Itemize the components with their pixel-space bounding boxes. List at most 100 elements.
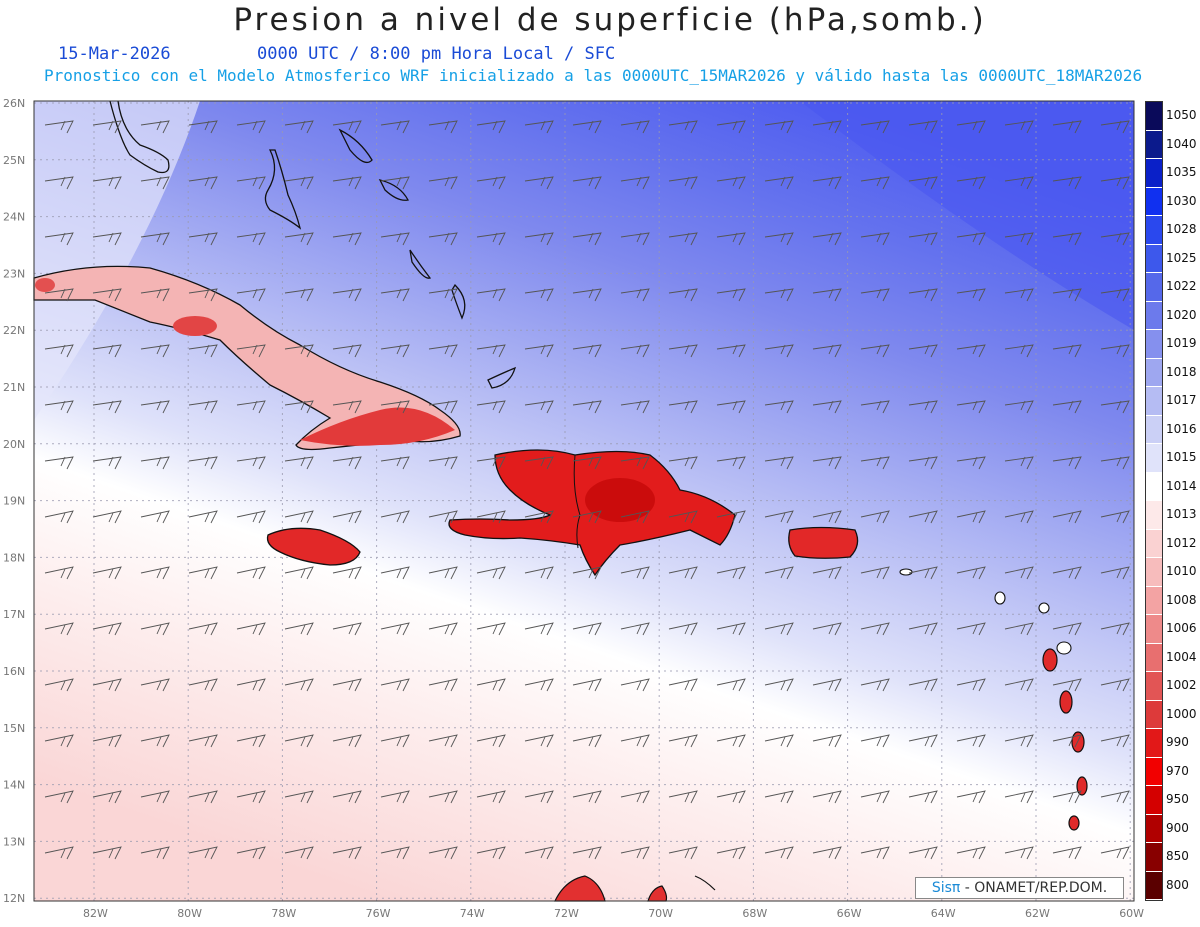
wind-barb <box>716 846 746 860</box>
wind-barb <box>620 176 650 190</box>
lon-label: 68W <box>742 907 767 920</box>
lesser-antilles <box>1042 648 1088 831</box>
wind-barb <box>140 400 170 414</box>
wind-barb <box>140 288 170 302</box>
wind-barb <box>956 734 986 748</box>
wind-barb <box>524 176 554 190</box>
colorbar-cell <box>1146 159 1162 188</box>
wind-barb <box>716 734 746 748</box>
lon-label: 62W <box>1025 907 1050 920</box>
wind-barb <box>572 120 602 134</box>
lat-label: 26N <box>3 97 25 110</box>
colorbar-cell <box>1146 786 1162 815</box>
colorbar-cell <box>1146 130 1162 159</box>
wind-barb <box>476 510 506 524</box>
wind-barb <box>1052 622 1082 636</box>
wind-barb <box>812 456 842 470</box>
wind-barb <box>812 288 842 302</box>
wind-barb <box>476 176 506 190</box>
wind-barb <box>572 456 602 470</box>
colorbar-cell <box>1146 273 1162 302</box>
wind-barb <box>1100 846 1130 860</box>
wind-barb <box>428 846 458 860</box>
wind-barb <box>476 120 506 134</box>
wind-barbs <box>44 120 1130 860</box>
lon-label: 60W <box>1119 907 1144 920</box>
wind-barb <box>332 678 362 692</box>
wind-barb <box>860 120 890 134</box>
wind-barb <box>44 400 74 414</box>
lat-label: 18N <box>3 551 25 564</box>
wind-barb <box>140 566 170 580</box>
wind-barb <box>764 734 794 748</box>
wind-barb <box>908 566 938 580</box>
wind-barb <box>716 510 746 524</box>
colorbar-cell <box>1146 871 1162 900</box>
wind-barb <box>716 678 746 692</box>
colorbar-cell <box>1146 244 1162 273</box>
colorbar-level-label: 1015 <box>1166 450 1197 465</box>
wind-barb <box>716 566 746 580</box>
lat-label: 23N <box>3 267 25 280</box>
wind-barb <box>428 344 458 358</box>
wind-barb <box>860 566 890 580</box>
wind-barb <box>668 456 698 470</box>
wind-barb <box>1004 456 1034 470</box>
lon-label: 76W <box>366 907 391 920</box>
wind-barb <box>476 232 506 246</box>
wind-barb <box>764 566 794 580</box>
wind-barb <box>716 120 746 134</box>
wind-barb <box>812 120 842 134</box>
wind-barb <box>284 510 314 524</box>
puerto-rico-landmass <box>788 526 859 559</box>
colorbar-level-label: 1008 <box>1166 592 1197 607</box>
wind-barb <box>1052 678 1082 692</box>
wind-barb <box>764 232 794 246</box>
lon-label: 64W <box>931 907 956 920</box>
colorbar-cell <box>1146 472 1162 501</box>
wind-barb <box>1052 566 1082 580</box>
wind-barb <box>44 456 74 470</box>
wind-barb <box>332 566 362 580</box>
south-america-coast <box>554 875 716 902</box>
wind-barb <box>860 678 890 692</box>
wind-barb <box>524 400 554 414</box>
wind-barb <box>380 846 410 860</box>
colorbar-level-label: 1019 <box>1166 336 1197 351</box>
wind-barb <box>284 232 314 246</box>
wind-barb <box>332 456 362 470</box>
wind-barb <box>284 344 314 358</box>
colorbar-level-label: 1014 <box>1166 478 1197 493</box>
lat-label: 16N <box>3 665 25 678</box>
wind-barb <box>476 400 506 414</box>
wind-barb <box>860 846 890 860</box>
wind-barb <box>428 678 458 692</box>
wind-barb <box>716 400 746 414</box>
credit-text: - ONAMET/REP.DOM. <box>964 880 1108 896</box>
wind-barb <box>44 734 74 748</box>
map-title: Presion a nivel de superficie (hPa,somb.… <box>233 2 987 38</box>
wind-barb <box>332 120 362 134</box>
wind-barb <box>1052 734 1082 748</box>
wind-barb <box>236 678 266 692</box>
wind-barb <box>188 456 218 470</box>
pressure-map: 26N 25N 24N 23N 22N 21N 20N 19N 18N 17N 16N 15N 14N 1… <box>3 97 1144 920</box>
wind-barb <box>1052 344 1082 358</box>
wind-barb <box>668 400 698 414</box>
wind-barb <box>236 846 266 860</box>
wind-barb <box>332 846 362 860</box>
wind-barb <box>956 510 986 524</box>
wind-barb <box>188 232 218 246</box>
credit-brand: Sisπ <box>931 880 961 896</box>
wind-barb <box>284 678 314 692</box>
wind-barb <box>764 288 794 302</box>
wind-barb <box>956 678 986 692</box>
wind-barb <box>908 120 938 134</box>
wind-barb <box>92 678 122 692</box>
wind-barb <box>332 400 362 414</box>
wind-barb <box>188 288 218 302</box>
colorbar-level-label: 1017 <box>1166 393 1197 408</box>
wind-barb <box>1100 232 1130 246</box>
wind-barb <box>1100 678 1130 692</box>
wind-barb <box>1052 120 1082 134</box>
